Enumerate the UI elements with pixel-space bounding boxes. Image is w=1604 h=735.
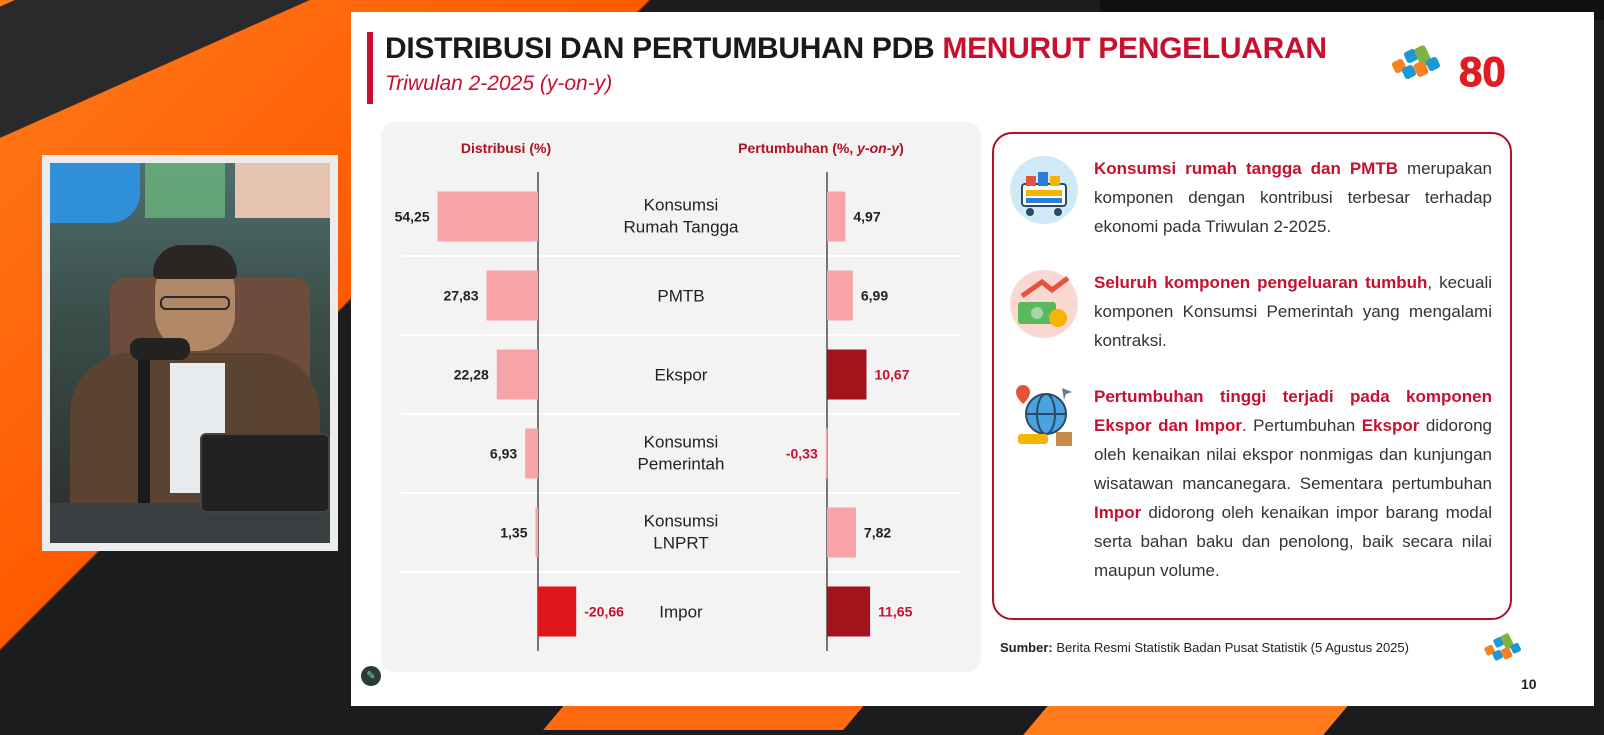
chart-panel: Distribusi (%) Pertumbuhan (%, y-on-y) 5… bbox=[381, 122, 981, 672]
right-bar-value-label: 4,97 bbox=[853, 209, 880, 225]
info-item-3-highlight-b: Ekspor bbox=[1361, 416, 1420, 435]
row-separators bbox=[401, 255, 961, 573]
microphone bbox=[130, 338, 190, 360]
category-label-line: Impor bbox=[659, 603, 703, 622]
left-bar-value-label: 6,93 bbox=[490, 446, 517, 462]
gdp-bar-chart: Distribusi (%) Pertumbuhan (%, y-on-y) 5… bbox=[395, 140, 961, 651]
category-label: Ekspor bbox=[655, 366, 708, 385]
right-bar-value-label: 11,65 bbox=[878, 604, 912, 620]
category-label-line: Rumah Tangga bbox=[624, 218, 740, 237]
webcam-feed bbox=[42, 155, 338, 551]
left-bar bbox=[437, 191, 538, 242]
right-header-end: ) bbox=[899, 140, 904, 156]
source-label: Sumber: bbox=[1000, 640, 1053, 655]
title-accent-text: MENURUT PENGELUARAN bbox=[942, 32, 1327, 65]
right-bar bbox=[825, 428, 828, 479]
presentation-slide: DISTRIBUSI DAN PERTUMBUHAN PDB MENURUT P… bbox=[351, 12, 1594, 706]
info-item-2-text: , kecuali komponen Konsumsi Pemerintah y… bbox=[1094, 273, 1492, 350]
wall-panel bbox=[145, 163, 225, 218]
right-bar bbox=[827, 191, 846, 242]
speaker-glasses bbox=[160, 296, 230, 310]
bps-logo-icon bbox=[1392, 45, 1440, 79]
bps-logo-small bbox=[1484, 633, 1521, 661]
title-accent-bar bbox=[367, 32, 373, 104]
category-label-line: PMTB bbox=[657, 287, 704, 306]
chart-labels: 54,25 Konsumsi Rumah Tangga 4,97 27,83 PMTB 6,… bbox=[395, 196, 913, 622]
wall-panel bbox=[235, 163, 330, 218]
right-bar bbox=[827, 349, 867, 400]
right-bar-value-label: 10,67 bbox=[874, 367, 909, 383]
info-item-3-highlight: Pertumbuhan tinggi terjadi pada komponen… bbox=[1094, 387, 1492, 435]
slide-subtitle: Triwulan 2-2025 (y-on-y) bbox=[385, 72, 613, 95]
pen-icon[interactable]: ✎ bbox=[361, 666, 381, 686]
left-bar bbox=[486, 270, 538, 321]
microphone-stand bbox=[138, 343, 150, 523]
bps-logo: 80 bbox=[1392, 45, 1506, 96]
source-text: Berita Resmi Statistik Badan Pusat Stati… bbox=[1052, 640, 1409, 655]
category-label: Konsumsi LNPRT bbox=[644, 512, 719, 553]
info-item-3-text-a: . Pertumbuhan bbox=[1242, 416, 1362, 435]
category-label: Konsumsi Rumah Tangga bbox=[624, 196, 740, 237]
left-bar bbox=[525, 428, 538, 479]
category-label: Konsumsi Pemerintah bbox=[638, 433, 725, 474]
category-label-line: Ekspor bbox=[655, 366, 708, 385]
info-item-3-highlight-c: Impor bbox=[1094, 503, 1142, 522]
right-header-italic: y-on-y bbox=[856, 140, 900, 156]
left-bar-value-label: 54,25 bbox=[395, 209, 430, 225]
info-item-3-text-b: didorong oleh kenaikan nilai ekspor nonm… bbox=[1094, 416, 1492, 493]
left-bar-value-label: 27,83 bbox=[443, 288, 478, 304]
info-box: Konsumsi rumah tangga dan PMTB merupakan… bbox=[992, 132, 1512, 620]
info-item-1: Konsumsi rumah tangga dan PMTB merupakan… bbox=[1094, 154, 1492, 241]
left-bar bbox=[496, 349, 538, 400]
right-bar bbox=[827, 270, 853, 321]
info-item-2: Seluruh komponen pengeluaran tumbuh, kec… bbox=[1094, 268, 1492, 355]
info-item-3-text-c: didorong oleh kenaikan impor barang moda… bbox=[1094, 503, 1492, 580]
info-item-3: Pertumbuhan tinggi terjadi pada komponen… bbox=[1094, 382, 1492, 585]
source-note: Sumber: Berita Resmi Statistik Badan Pus… bbox=[1000, 640, 1409, 655]
right-bar-value-label: -0,33 bbox=[786, 446, 818, 462]
right-bar-value-label: 6,99 bbox=[861, 288, 888, 304]
globe-trade-icon bbox=[1016, 385, 1072, 446]
page-number: 10 bbox=[1521, 676, 1537, 692]
chart-bars bbox=[437, 191, 871, 637]
right-bar bbox=[827, 586, 871, 637]
left-bar bbox=[535, 507, 538, 558]
title-main-text: DISTRIBUSI DAN PERTUMBUHAN PDB bbox=[385, 32, 943, 65]
chart-axes bbox=[537, 172, 828, 651]
right-header-main: Pertumbuhan (%, bbox=[738, 140, 857, 156]
right-bar-value-label: 7,82 bbox=[864, 525, 891, 541]
slide-title: DISTRIBUSI DAN PERTUMBUHAN PDB MENURUT P… bbox=[385, 32, 1327, 66]
category-label: Impor bbox=[659, 603, 703, 622]
wall-panel bbox=[50, 163, 140, 223]
info-item-1-text: merupakan komponen dengan kontribusi ter… bbox=[1094, 159, 1492, 236]
shopping-cart-icon bbox=[1010, 156, 1078, 224]
laptop bbox=[200, 433, 330, 513]
category-label: PMTB bbox=[657, 287, 704, 306]
left-bar-value-label: 1,35 bbox=[500, 525, 527, 541]
left-bar bbox=[538, 586, 577, 637]
left-bar-value-label: -20,66 bbox=[584, 604, 624, 620]
info-item-2-highlight: Seluruh komponen pengeluaran tumbuh bbox=[1094, 273, 1428, 292]
money-growth-icon bbox=[1010, 270, 1078, 338]
speaker-hair bbox=[153, 245, 237, 279]
category-label-line: LNPRT bbox=[653, 534, 708, 553]
right-bar bbox=[827, 507, 856, 558]
category-label-line: Konsumsi bbox=[644, 512, 719, 531]
left-bar-value-label: 22,28 bbox=[454, 367, 489, 383]
logo-80-text: 80 bbox=[1459, 48, 1506, 95]
category-label-line: Pemerintah bbox=[638, 455, 725, 474]
category-label-line: Konsumsi bbox=[644, 196, 719, 215]
info-item-1-highlight: Konsumsi rumah tangga dan PMTB bbox=[1094, 159, 1398, 178]
left-chart-header: Distribusi (%) bbox=[461, 140, 551, 156]
right-chart-header: Pertumbuhan (%, y-on-y) bbox=[738, 140, 904, 156]
webcam-video bbox=[50, 163, 330, 543]
category-label-line: Konsumsi bbox=[644, 433, 719, 452]
